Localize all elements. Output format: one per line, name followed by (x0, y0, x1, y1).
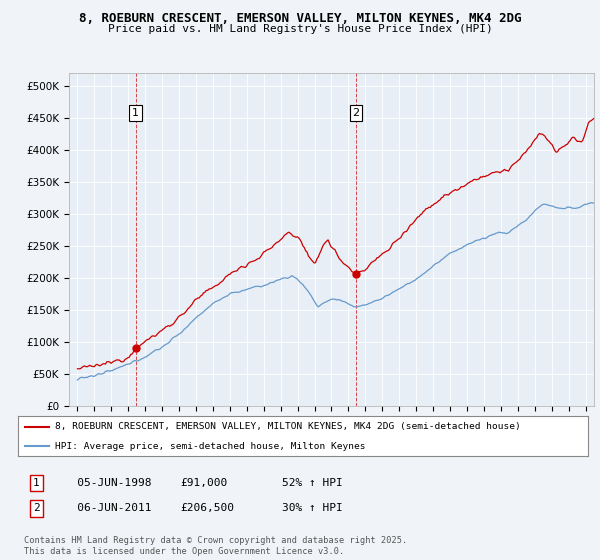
Text: 8, ROEBURN CRESCENT, EMERSON VALLEY, MILTON KEYNES, MK4 2DG: 8, ROEBURN CRESCENT, EMERSON VALLEY, MIL… (79, 12, 521, 25)
Text: £206,500: £206,500 (180, 503, 234, 514)
Text: 1: 1 (132, 108, 139, 118)
Text: 52% ↑ HPI: 52% ↑ HPI (282, 478, 343, 488)
Text: HPI: Average price, semi-detached house, Milton Keynes: HPI: Average price, semi-detached house,… (55, 442, 365, 451)
Text: £91,000: £91,000 (180, 478, 227, 488)
Text: 05-JUN-1998: 05-JUN-1998 (57, 478, 151, 488)
Text: 1: 1 (33, 478, 40, 488)
Text: Price paid vs. HM Land Registry's House Price Index (HPI): Price paid vs. HM Land Registry's House … (107, 24, 493, 34)
Text: 2: 2 (33, 503, 40, 514)
Text: 30% ↑ HPI: 30% ↑ HPI (282, 503, 343, 514)
Text: 2: 2 (352, 108, 359, 118)
Text: 06-JUN-2011: 06-JUN-2011 (57, 503, 151, 514)
Text: Contains HM Land Registry data © Crown copyright and database right 2025.
This d: Contains HM Land Registry data © Crown c… (24, 536, 407, 556)
Text: 8, ROEBURN CRESCENT, EMERSON VALLEY, MILTON KEYNES, MK4 2DG (semi-detached house: 8, ROEBURN CRESCENT, EMERSON VALLEY, MIL… (55, 422, 521, 431)
